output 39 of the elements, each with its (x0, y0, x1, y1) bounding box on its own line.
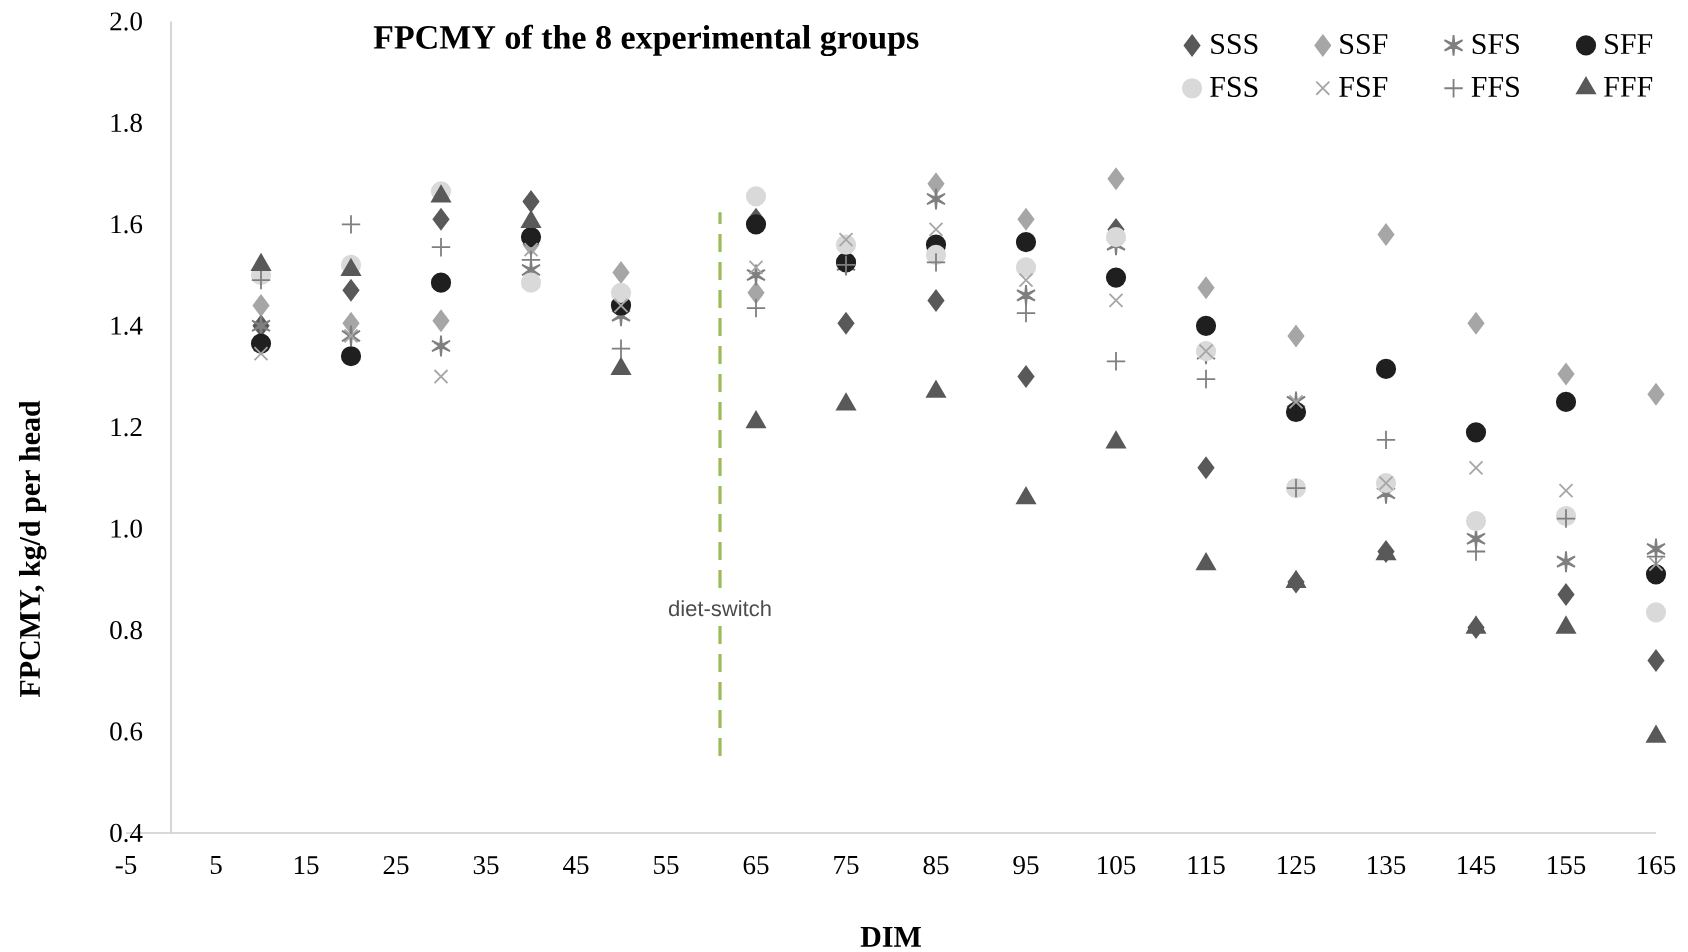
legend-label: FSF (1339, 76, 1388, 97)
legend-label: SFS (1472, 33, 1519, 55)
x-tick-label: 45 (563, 856, 589, 875)
legend-label: SFF (1605, 33, 1653, 55)
x-tick-label: 75 (834, 856, 859, 874)
x-tick-label: 5 (210, 856, 222, 874)
y-tick-label: 0.4 (110, 823, 143, 843)
x-tick-label: 15 (294, 856, 319, 875)
y-tick-label: 0.6 (110, 722, 143, 741)
y-tick-label: 1.2 (111, 418, 142, 437)
x-tick-label: 85 (923, 856, 949, 875)
legend-label: SSS (1211, 33, 1258, 55)
ref-line-label: diet-switch (668, 600, 771, 617)
legend-label: FSS (1210, 76, 1258, 97)
chart-title: FPCMY of the 8 experimental groups (373, 24, 919, 57)
y-tick-label: 1.4 (111, 316, 143, 335)
y-tick-label: 1.8 (111, 113, 142, 133)
x-tick-label: 95 (1013, 856, 1039, 875)
y-tick-label: 1.0 (111, 519, 142, 538)
legend-label: FFF (1604, 76, 1653, 97)
x-tick-label: -5 (115, 856, 137, 874)
x-tick-label: 165 (1638, 856, 1676, 875)
legend-label: FFS (1471, 76, 1519, 97)
y-tick-label: 1.6 (111, 215, 143, 234)
legend-label: SSF (1340, 33, 1388, 55)
y-tick-label: 0.8 (110, 620, 142, 640)
x-tick-label: 135 (1368, 856, 1406, 875)
y-axis-title: FPCMY, kg/d per head (18, 400, 47, 698)
x-tick-label: 25 (383, 856, 409, 875)
x-tick-label: 55 (654, 856, 679, 874)
x-tick-label: 105 (1098, 856, 1136, 875)
x-tick-label: 35 (473, 856, 499, 875)
x-tick-label: 145 (1458, 856, 1496, 875)
x-tick-label: 125 (1278, 856, 1316, 875)
x-tick-label: 155 (1548, 856, 1586, 875)
y-tick-label: 2.0 (110, 12, 142, 31)
x-tick-label: 65 (743, 856, 769, 875)
x-axis-title: DIM (860, 927, 921, 947)
x-tick-label: 115 (1188, 856, 1225, 875)
